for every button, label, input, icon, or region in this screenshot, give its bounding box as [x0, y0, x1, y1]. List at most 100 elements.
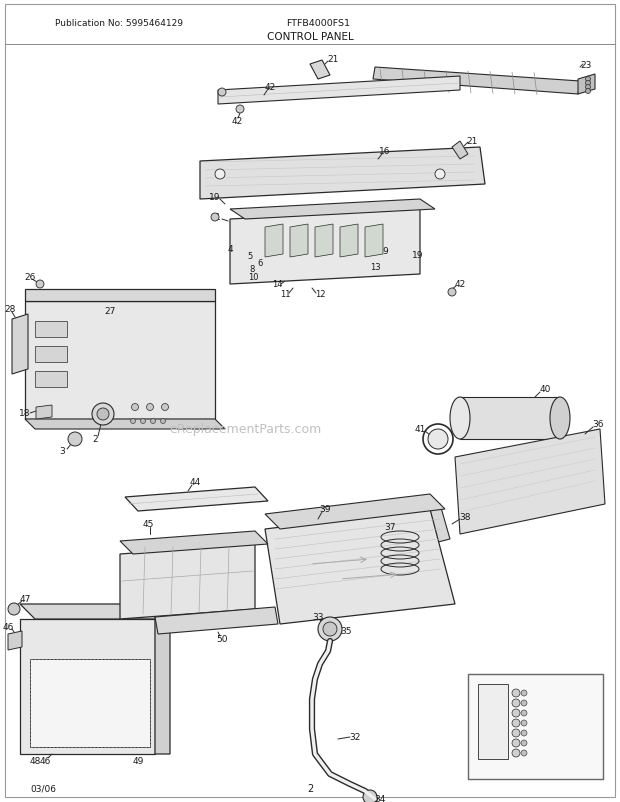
Circle shape	[512, 699, 520, 707]
Text: 50: 50	[216, 634, 228, 644]
Text: 21: 21	[466, 136, 477, 145]
Circle shape	[131, 404, 138, 411]
Text: 4: 4	[227, 245, 233, 254]
Polygon shape	[230, 200, 435, 220]
Polygon shape	[20, 619, 155, 754]
Circle shape	[521, 740, 527, 746]
Text: 17: 17	[475, 677, 487, 686]
Polygon shape	[373, 68, 580, 95]
Polygon shape	[155, 604, 170, 754]
Text: 27: 27	[104, 307, 116, 316]
Text: 35: 35	[340, 626, 352, 636]
Text: 37: 37	[384, 523, 396, 532]
Text: 3: 3	[59, 447, 65, 456]
Text: 48: 48	[29, 756, 41, 766]
Circle shape	[521, 710, 527, 716]
Bar	[35, 371, 67, 387]
Bar	[468, 674, 603, 779]
Circle shape	[585, 81, 590, 87]
Text: 40: 40	[539, 385, 551, 394]
Circle shape	[428, 429, 448, 449]
Polygon shape	[120, 532, 268, 554]
Text: FTFB4000FS1: FTFB4000FS1	[286, 18, 350, 27]
Polygon shape	[120, 545, 255, 619]
Polygon shape	[265, 225, 283, 257]
Text: 42: 42	[231, 117, 242, 127]
Circle shape	[521, 691, 527, 696]
Circle shape	[8, 603, 20, 615]
Polygon shape	[315, 225, 333, 257]
Circle shape	[521, 700, 527, 706]
Circle shape	[92, 403, 114, 426]
Polygon shape	[25, 290, 215, 302]
Circle shape	[521, 750, 527, 756]
Polygon shape	[155, 607, 278, 634]
Circle shape	[236, 106, 244, 114]
Text: 8: 8	[249, 265, 255, 274]
Text: 18: 18	[19, 409, 31, 418]
Polygon shape	[200, 148, 485, 200]
Circle shape	[218, 89, 226, 97]
Polygon shape	[12, 314, 28, 375]
Text: 23: 23	[580, 60, 591, 70]
Text: 47: 47	[19, 595, 30, 604]
Circle shape	[36, 281, 44, 289]
Text: 38: 38	[459, 512, 471, 522]
Text: eReplacementParts.com: eReplacementParts.com	[169, 423, 321, 436]
Polygon shape	[8, 631, 22, 650]
Polygon shape	[265, 509, 455, 624]
Bar	[35, 322, 67, 338]
Circle shape	[318, 618, 342, 642]
Text: 36: 36	[592, 420, 604, 429]
Polygon shape	[36, 406, 52, 419]
Text: 41: 41	[414, 425, 426, 434]
Ellipse shape	[450, 398, 470, 439]
Text: 33: 33	[312, 613, 324, 622]
Text: P12C0362: P12C0362	[507, 762, 557, 772]
Text: 28: 28	[4, 305, 16, 314]
Circle shape	[211, 214, 219, 221]
Circle shape	[141, 419, 146, 424]
Polygon shape	[578, 75, 595, 95]
Circle shape	[521, 720, 527, 726]
Circle shape	[512, 709, 520, 717]
Polygon shape	[30, 659, 150, 747]
Circle shape	[323, 622, 337, 636]
Circle shape	[512, 729, 520, 737]
Polygon shape	[218, 77, 460, 105]
Polygon shape	[265, 494, 445, 529]
Text: 46: 46	[2, 622, 14, 632]
Text: 26: 26	[24, 273, 36, 282]
Text: 6: 6	[257, 259, 263, 268]
Text: 19: 19	[209, 193, 221, 202]
Text: 03/06: 03/06	[30, 784, 56, 792]
Polygon shape	[230, 210, 420, 285]
Ellipse shape	[550, 398, 570, 439]
Circle shape	[97, 408, 109, 420]
Bar	[35, 346, 67, 363]
Polygon shape	[20, 604, 170, 619]
Polygon shape	[460, 398, 560, 439]
Text: 39: 39	[319, 505, 330, 514]
Text: 34: 34	[374, 795, 386, 802]
Polygon shape	[478, 684, 508, 759]
Circle shape	[512, 739, 520, 747]
Text: 32: 32	[349, 732, 361, 742]
Circle shape	[130, 419, 136, 424]
Text: 21: 21	[327, 55, 339, 64]
Polygon shape	[340, 225, 358, 257]
Circle shape	[363, 790, 377, 802]
Circle shape	[146, 404, 154, 411]
Circle shape	[512, 719, 520, 727]
Polygon shape	[25, 419, 225, 429]
Polygon shape	[25, 302, 215, 419]
Text: 11: 11	[280, 290, 290, 299]
Circle shape	[161, 404, 169, 411]
Polygon shape	[452, 142, 468, 160]
Polygon shape	[125, 488, 268, 512]
Text: 46: 46	[39, 756, 51, 766]
Polygon shape	[455, 429, 605, 534]
Text: 2: 2	[307, 783, 313, 793]
Circle shape	[512, 689, 520, 697]
Text: Publication No: 5995464129: Publication No: 5995464129	[55, 18, 183, 27]
